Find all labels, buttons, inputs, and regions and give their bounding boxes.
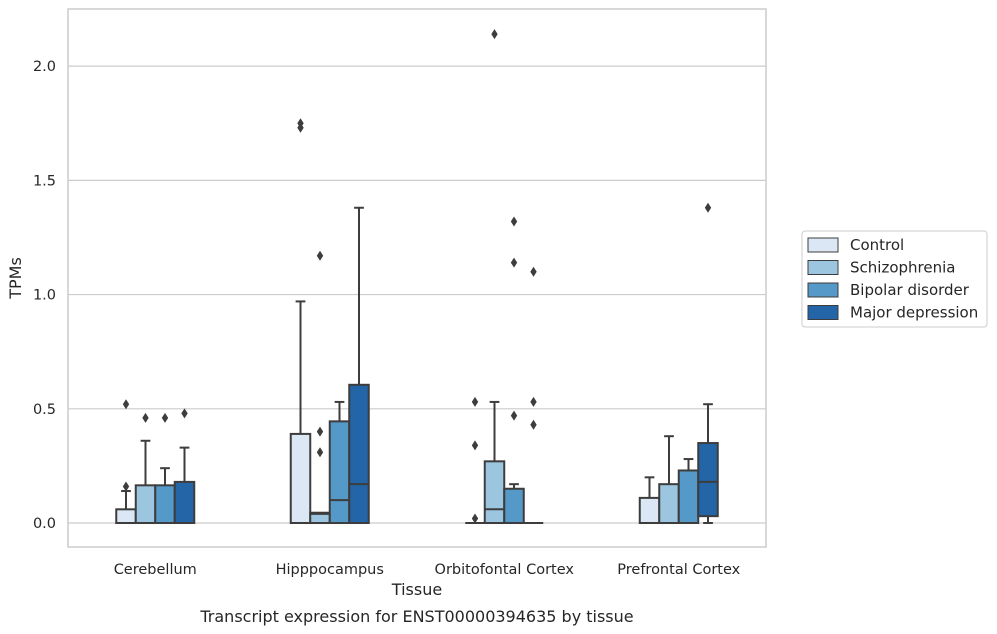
outlier-point xyxy=(122,481,130,492)
box-major-depression xyxy=(348,206,370,525)
box-bipolar-disorder xyxy=(503,216,525,525)
y-axis-label: TPMs xyxy=(6,257,25,300)
outlier-point xyxy=(142,412,149,423)
outlier-point xyxy=(316,426,324,437)
outlier-point xyxy=(181,408,188,419)
outlier-point xyxy=(510,257,518,268)
outlier-point xyxy=(161,412,169,423)
figure-caption: Transcript expression for ENST0000039463… xyxy=(199,607,633,626)
outlier-point xyxy=(704,202,712,213)
x-tick-label: Cerebellum xyxy=(114,562,197,578)
box-body xyxy=(697,442,719,518)
legend: Control Schizophrenia Bipolar disorder Majo… xyxy=(801,230,988,328)
outlier-point xyxy=(316,250,324,261)
x-tick-label: Orbitofontal Cortex xyxy=(435,562,575,578)
box-body xyxy=(483,460,506,525)
y-tick-label: 0.5 xyxy=(33,402,56,418)
box-body xyxy=(503,487,525,525)
box-plots xyxy=(115,29,719,525)
outlier-point xyxy=(316,447,324,458)
legend-entry: Major depression xyxy=(850,304,978,322)
outlier-point xyxy=(530,266,537,277)
x-tick-label: Prefrontal Cortex xyxy=(617,562,740,578)
box-major-depression xyxy=(173,408,196,525)
outlier-point xyxy=(530,419,537,430)
box-control xyxy=(465,396,485,525)
outlier-point xyxy=(122,399,130,410)
y-tick-label: 1.5 xyxy=(33,173,56,189)
x-tick-label: Hipppocampus xyxy=(276,562,384,578)
legend-swatch xyxy=(807,305,839,320)
outlier-point xyxy=(530,396,537,407)
box-body xyxy=(289,432,312,525)
outlier-point xyxy=(471,396,479,407)
box-body xyxy=(134,484,157,525)
outlier-point xyxy=(471,513,479,524)
box-control xyxy=(638,476,661,525)
y-tick-labels: 0.0 0.5 1.0 1.5 2.0 xyxy=(33,59,56,532)
box-major-depression xyxy=(523,266,544,525)
y-tick-label: 2.0 xyxy=(33,59,56,75)
outlier-point xyxy=(491,29,498,40)
legend-swatch xyxy=(807,237,839,253)
box-body xyxy=(173,480,196,525)
outlier-point xyxy=(471,440,479,451)
box-body xyxy=(658,483,680,525)
legend-swatch xyxy=(807,282,839,298)
box-schizophrenia xyxy=(658,435,680,525)
box-control xyxy=(115,399,137,525)
legend-entry: Schizophrenia xyxy=(850,259,955,277)
x-axis-label: Tissue xyxy=(391,580,442,599)
legend-entry: Control xyxy=(850,236,904,254)
box-schizophrenia xyxy=(134,412,157,525)
legend-frame xyxy=(801,230,988,328)
box-bipolar-disorder xyxy=(677,458,700,525)
outlier-point xyxy=(510,410,518,421)
box-body xyxy=(677,469,700,525)
box-control xyxy=(289,118,312,525)
legend-swatch xyxy=(807,260,839,275)
box-body xyxy=(638,496,661,525)
box-body xyxy=(328,420,351,525)
box-major-depression xyxy=(697,202,719,525)
outlier-point xyxy=(297,118,304,129)
y-tick-label: 0.0 xyxy=(33,516,56,532)
plot-area xyxy=(67,8,767,548)
x-tick-labels: Cerebellum Hipppocampus Orbitofontal Corte… xyxy=(114,562,741,578)
box-body xyxy=(154,484,176,525)
box-body xyxy=(348,383,370,525)
box-body xyxy=(115,508,137,525)
outlier-point xyxy=(510,216,518,227)
y-tick-label: 1.0 xyxy=(33,288,56,304)
legend-entry: Bipolar disorder xyxy=(850,281,970,299)
